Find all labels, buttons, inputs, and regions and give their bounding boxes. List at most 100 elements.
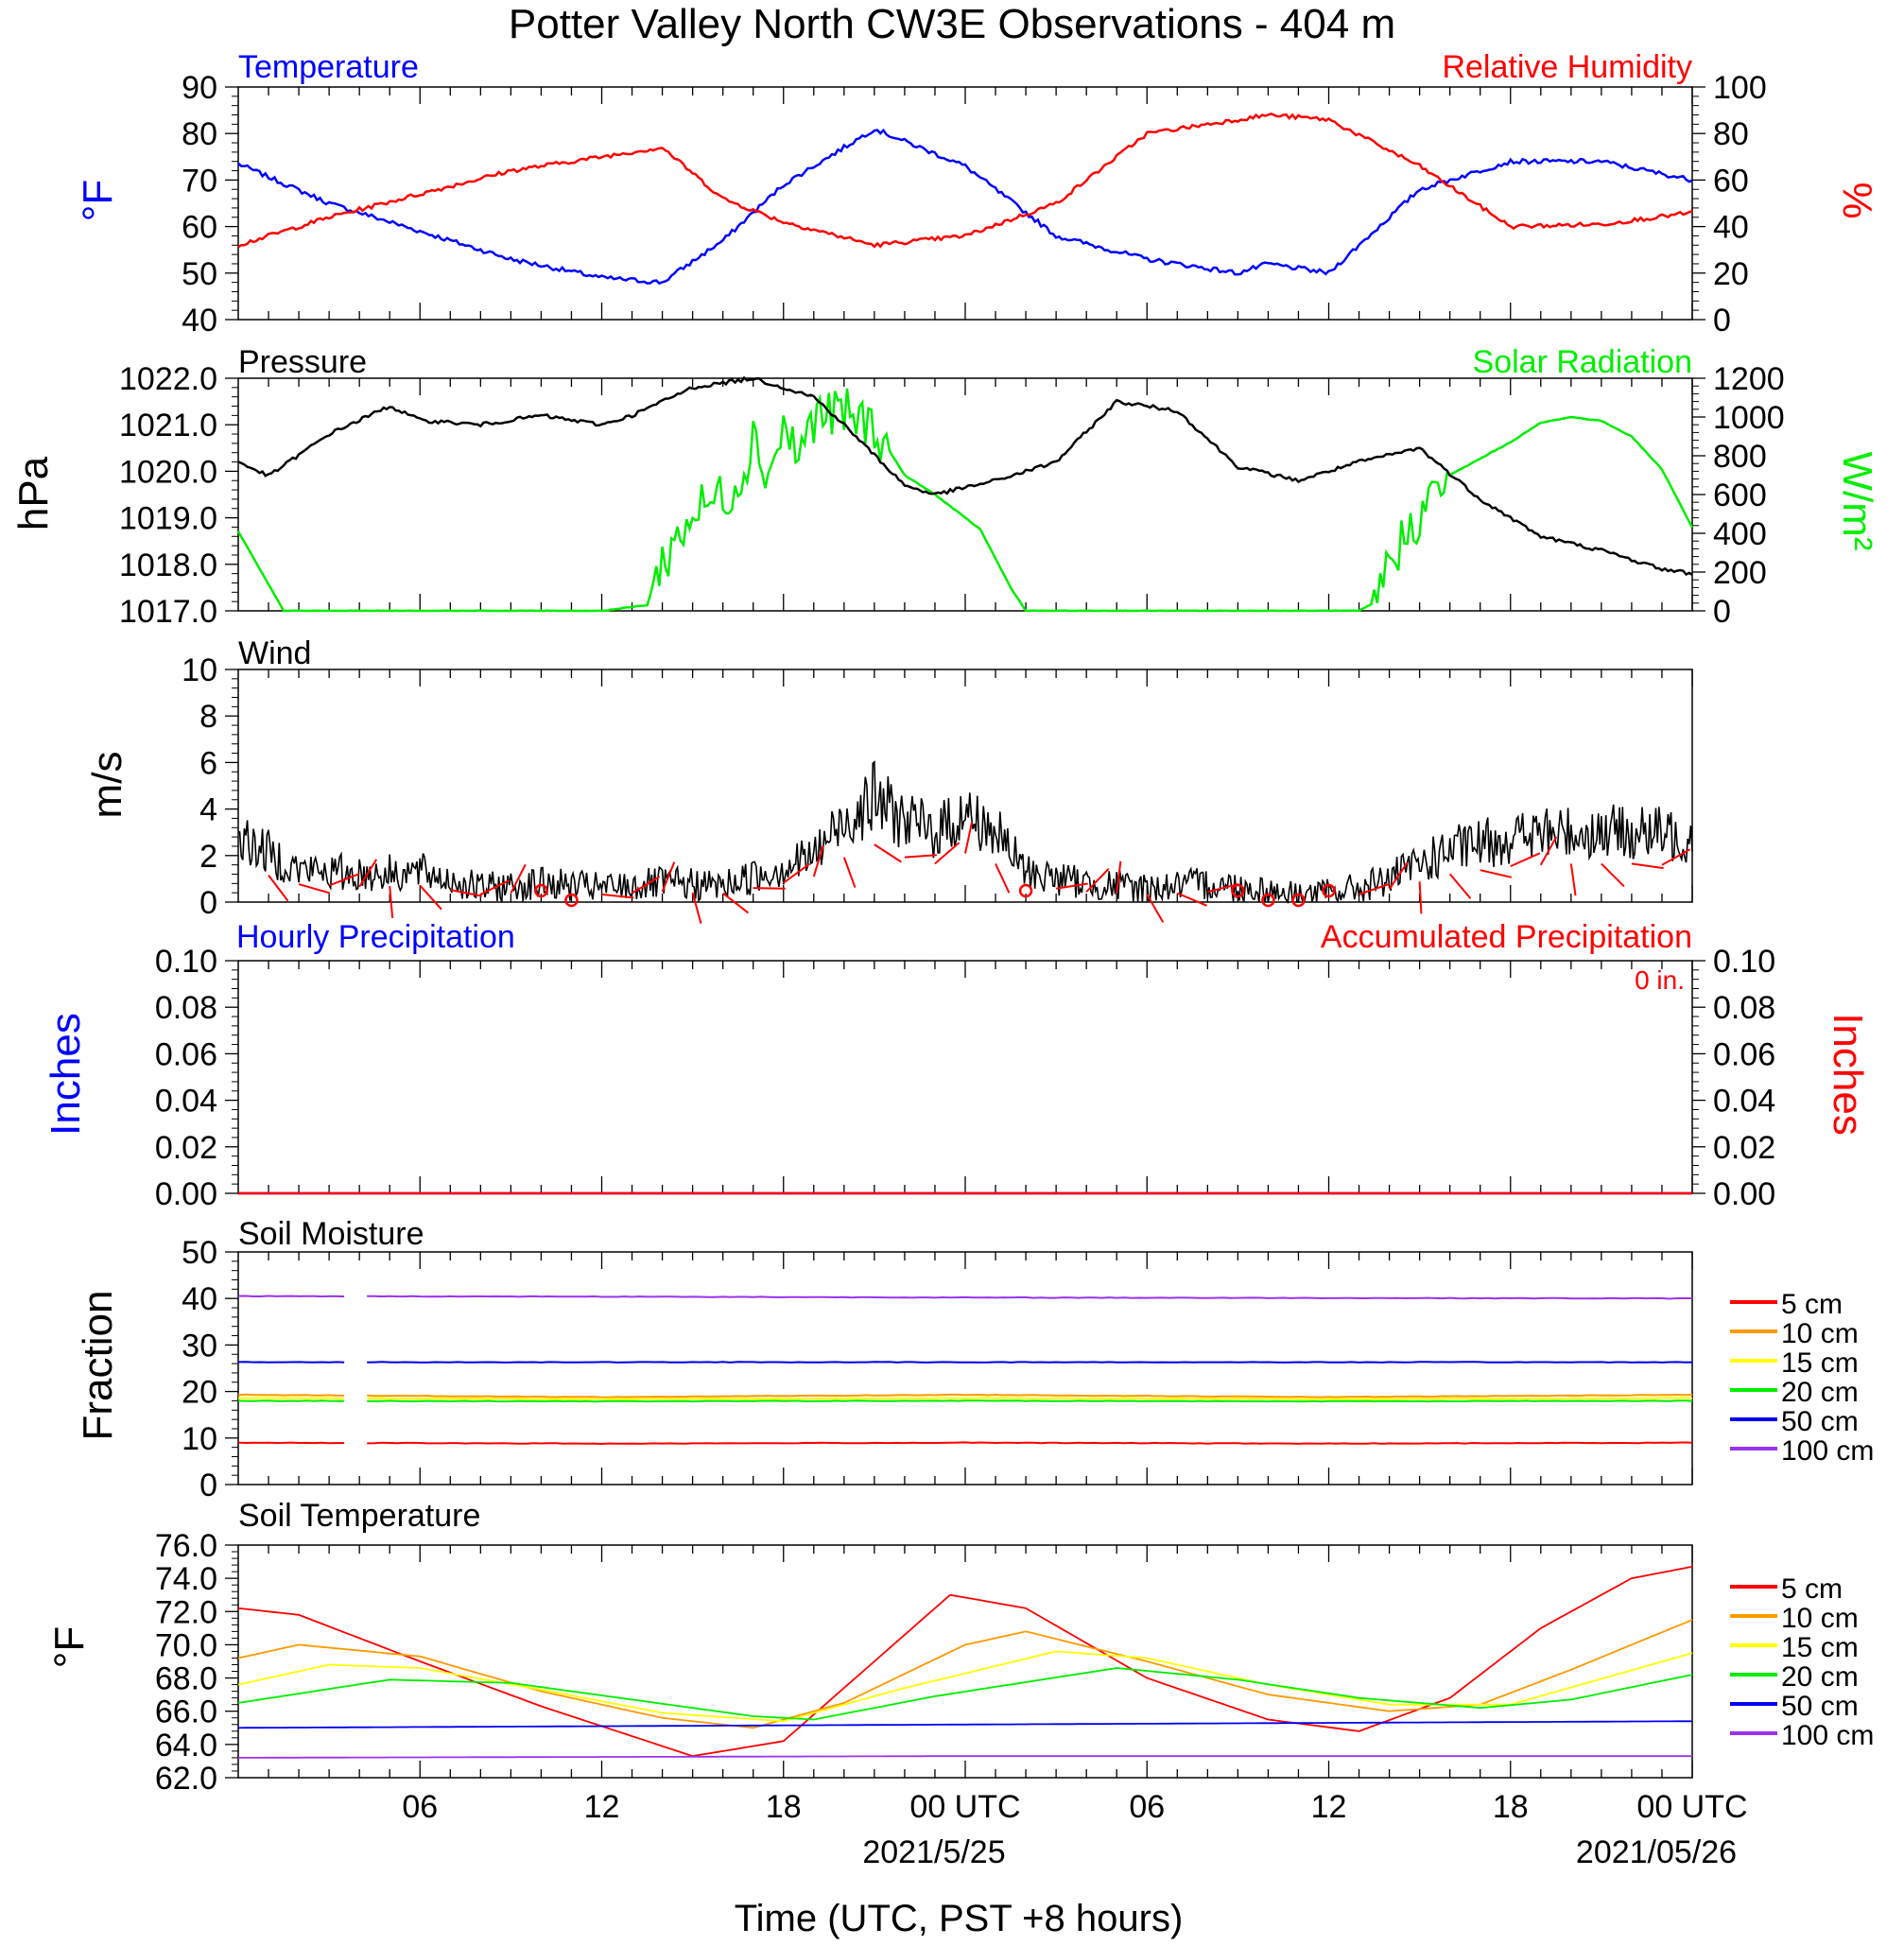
legend-label-moisture: 10 cm <box>1781 1318 1859 1349</box>
panel-1-y-tick-label: 90 <box>182 70 217 106</box>
wind-barb <box>753 887 786 890</box>
panel-6-y-tick-label: 64.0 <box>155 1728 217 1764</box>
panel-1-y-tick-label: 70 <box>182 163 217 199</box>
pressure-title: Pressure <box>238 344 367 380</box>
temperature-title: Temperature <box>238 49 419 85</box>
panel-1-y-tick-label-right: 80 <box>1713 116 1749 152</box>
x-axis-date-2: 2021/05/26 <box>1576 1834 1737 1870</box>
pressure-axis-label: hPa <box>10 456 57 530</box>
panel-4-y-tick-label-right: 0.10 <box>1713 944 1775 980</box>
soil-temperature-line <box>237 1565 1693 1758</box>
panel-1-y-tick-label: 60 <box>182 210 217 246</box>
panel-2-y-tick-label-right: 0 <box>1713 594 1731 630</box>
soil-moisture-title: Soil Moisture <box>238 1216 424 1252</box>
legend-label-temperature: 100 cm <box>1781 1720 1874 1751</box>
legend-label-temperature: 15 cm <box>1781 1632 1859 1663</box>
x-tick-label: 06 <box>402 1789 438 1825</box>
wind-barb <box>419 884 442 911</box>
panel-5-y-tick-label: 40 <box>182 1281 217 1317</box>
accum-precip-title: Accumulated Precipitation <box>1321 919 1692 955</box>
panel-5-frame <box>237 1251 1693 1486</box>
wind-barb <box>691 892 702 924</box>
soil-moisture-axis-label: Fraction <box>75 1291 121 1441</box>
panel-4-y-tick-label: 0.00 <box>155 1176 217 1212</box>
panel-5-y-tick-label: 0 <box>199 1468 217 1503</box>
x-tick-label: 12 <box>584 1789 620 1825</box>
wind-barb <box>1539 836 1558 866</box>
temperature-axis-label: °F <box>75 180 121 221</box>
wind-barb <box>874 843 902 863</box>
soil-moisture-line <box>237 1397 1693 1400</box>
wind-barb <box>1116 860 1122 894</box>
x-tick-label: 18 <box>1493 1789 1529 1825</box>
wind-barb <box>842 857 857 888</box>
soil-moisture-line <box>237 1393 1693 1399</box>
wind-barb <box>1480 869 1513 878</box>
panel-2-y-tick-label-right: 400 <box>1713 516 1767 552</box>
panel-1-y-tick-label-right: 0 <box>1713 303 1731 339</box>
wind-barb <box>783 862 810 884</box>
wind-barb <box>1661 848 1691 866</box>
panel-4-y-tick-label-right: 0.02 <box>1713 1130 1775 1166</box>
wind-barb <box>328 873 360 887</box>
hourly-precip-title: Hourly Precipitation <box>236 919 515 955</box>
wind-barb <box>1448 873 1472 899</box>
panel-4-frame <box>237 960 1693 1194</box>
panel-6-y-tick-label: 70.0 <box>155 1627 217 1663</box>
wind-barb <box>479 879 511 895</box>
soil-temperature-line <box>237 1667 1693 1721</box>
panel-2-y-tick-label: 1018.0 <box>119 547 217 583</box>
wind-barb <box>1601 862 1625 888</box>
panel-6-y-tick-label: 62.0 <box>155 1761 217 1797</box>
wind-title: Wind <box>238 635 311 671</box>
panel-1-y-tick-label-right: 60 <box>1713 163 1749 199</box>
panel-4-y-tick-label: 0.08 <box>155 990 217 1026</box>
wind-barb <box>934 842 961 865</box>
panel-3-y-tick-label: 0 <box>199 885 217 921</box>
panel-2-y-tick-label: 1017.0 <box>119 594 217 630</box>
x-tick-label: 18 <box>766 1789 802 1825</box>
panel-2-y-tick-label-right: 800 <box>1713 439 1767 475</box>
wind-barb <box>904 854 937 859</box>
panel-1-y-tick-label-right: 100 <box>1713 70 1767 106</box>
panel-6-y-tick-label: 68.0 <box>155 1661 217 1697</box>
panel-5-y-tick-label: 20 <box>182 1375 217 1411</box>
soil-temperature-line <box>237 1650 1693 1723</box>
soil-temperature-line <box>237 1720 1692 1729</box>
panel-6-frame <box>237 1544 1693 1779</box>
x-axis-title: Time (UTC, PST +8 hours) <box>735 1898 1184 1939</box>
humidity-title: Relative Humidity <box>1442 49 1692 85</box>
solar-title: Solar Radiation <box>1473 344 1692 380</box>
panel-4-y-tick-label-right: 0.06 <box>1713 1036 1775 1072</box>
x-tick-label: 12 <box>1311 1789 1347 1825</box>
panel-4-y-tick-label: 0.04 <box>155 1084 217 1120</box>
solar-axis-label: W/m² <box>1834 451 1880 550</box>
soil-moisture-line <box>237 1361 1693 1364</box>
wind-barb <box>450 889 482 897</box>
accum-precip-annotation: 0 in. <box>1635 965 1685 995</box>
wind-barb <box>995 862 1011 894</box>
soil-moisture-line <box>237 1294 1692 1300</box>
x-tick-label: 00 UTC <box>1636 1789 1747 1825</box>
panel-1-y-tick-label: 80 <box>182 116 217 152</box>
panel-1-y-tick-label: 50 <box>182 256 217 292</box>
calm-wind-marker <box>1322 883 1336 898</box>
soil-moisture-line <box>237 1441 1693 1446</box>
panel-2-y-tick-label-right: 1200 <box>1713 361 1785 397</box>
solar-radiation-line <box>236 388 1694 613</box>
calm-wind-marker <box>1261 893 1275 908</box>
panel-6-y-tick-label: 72.0 <box>155 1594 217 1630</box>
wind-barb <box>268 874 289 902</box>
wind-barb <box>1418 881 1423 914</box>
soil-temperature-line <box>237 1619 1693 1729</box>
soil-temperature-title: Soil Temperature <box>238 1498 480 1534</box>
wind-barb <box>661 861 676 893</box>
x-tick-label: 00 UTC <box>909 1789 1020 1825</box>
wind-barb <box>1569 863 1577 896</box>
legend-label-moisture: 5 cm <box>1781 1289 1843 1320</box>
panel-5-y-tick-label: 10 <box>182 1421 217 1457</box>
panel-3-y-tick-label: 2 <box>199 839 217 875</box>
panel-1-y-tick-label-right: 20 <box>1713 256 1749 292</box>
legend-label-temperature: 20 cm <box>1781 1661 1859 1693</box>
